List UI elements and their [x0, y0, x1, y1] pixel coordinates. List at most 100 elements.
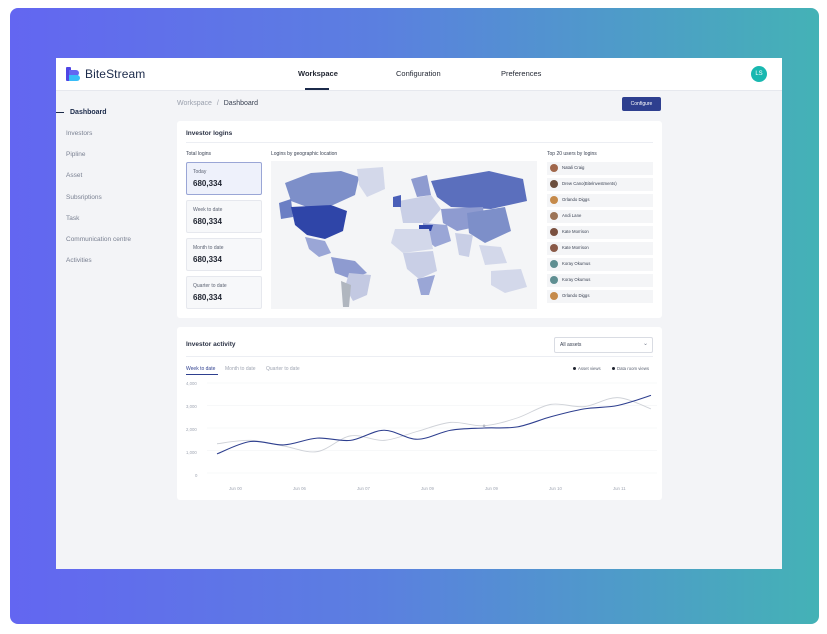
legend-label: Data room views	[617, 366, 649, 371]
avatar	[550, 260, 558, 268]
user-name: Orlando Diggs	[562, 197, 590, 202]
list-item[interactable]: Andi Lane	[547, 210, 653, 223]
list-item[interactable]: Koray Okumus	[547, 274, 653, 287]
legend-data-room-views: Data room views	[612, 366, 649, 371]
map-region-europe	[399, 195, 441, 223]
kpi-month-to-date[interactable]: Month to date 680,334	[186, 238, 262, 271]
brand-name: BiteStream	[85, 67, 146, 81]
sidebar-item-asset[interactable]: Asset	[66, 172, 83, 179]
tab-week-to-date[interactable]: Week to date	[186, 366, 216, 372]
avatar	[550, 292, 558, 300]
active-tab-indicator	[305, 88, 329, 90]
x-tick-label: Jun 10	[549, 486, 562, 491]
map-region-russia	[431, 171, 527, 209]
configure-button[interactable]: Configure	[622, 97, 661, 111]
list-item[interactable]: Orlando Diggs	[547, 194, 653, 207]
card-divider	[186, 356, 653, 357]
map-region-alaska	[279, 199, 293, 219]
user-name: Koray Okumus	[562, 261, 591, 266]
list-item[interactable]: Orlando Diggs	[547, 290, 653, 303]
breadcrumb-separator: /	[216, 100, 219, 107]
x-tick-label: Jun 06	[293, 486, 306, 491]
legend-dot	[612, 367, 615, 371]
tab-month-to-date[interactable]: Month to date	[225, 366, 256, 372]
sidebar-item-communication-centre[interactable]: Communication centre	[66, 236, 132, 243]
map-region-se-asia	[479, 245, 507, 265]
tab-quarter-to-date[interactable]: Quarter to date	[266, 366, 300, 372]
top-users-label: Top 20 users by logins	[547, 151, 597, 157]
tab-workspace[interactable]: Workspace	[298, 69, 338, 78]
y-tick-label: 3,000	[186, 404, 197, 409]
world-map[interactable]	[271, 161, 537, 309]
map-region-mexico	[305, 237, 331, 257]
total-logins-label: Total logins	[186, 151, 212, 157]
app-window: BiteStream Workspace Configuration Prefe…	[56, 58, 782, 569]
kpi-quarter-to-date[interactable]: Quarter to date 680,334	[186, 276, 262, 309]
map-region-greenland	[357, 167, 385, 197]
list-item[interactable]: Kate Morrison	[547, 242, 653, 255]
map-region-central-africa	[403, 251, 437, 279]
map-label: Logins by geographic location	[271, 151, 338, 157]
breadcrumb-root[interactable]: Workspace	[177, 100, 212, 107]
tab-preferences[interactable]: Preferences	[501, 69, 542, 78]
legend-label: Asset views	[578, 366, 601, 371]
x-tick-label: Jun 11	[613, 486, 626, 491]
avatar	[550, 196, 558, 204]
data-point-marker[interactable]	[482, 424, 486, 428]
avatar	[550, 180, 558, 188]
list-item[interactable]: Koray Okumus	[547, 258, 653, 271]
world-map-svg	[279, 167, 527, 307]
legend-dot	[573, 367, 576, 371]
x-tick-label: Jun 09	[485, 486, 498, 491]
sidebar-item-dashboard[interactable]: Dashboard	[70, 109, 107, 116]
sidebar-item-task[interactable]: Task	[66, 215, 80, 222]
sidebar-item-activities[interactable]: Activities	[66, 257, 92, 264]
user-name: Kate Morrison	[562, 245, 589, 250]
map-region-india	[455, 233, 473, 257]
map-region-north-africa	[391, 229, 433, 253]
breadcrumb-current: Dashboard	[223, 100, 258, 107]
y-tick-label: 0	[195, 473, 198, 478]
user-avatar[interactable]: LS	[751, 66, 767, 82]
kpi-value: 680,334	[193, 293, 222, 302]
investor-activity-card: Investor activity All assets ⌄ Week to d…	[177, 327, 662, 500]
avatar	[550, 164, 558, 172]
kpi-week-to-date[interactable]: Week to date 680,334	[186, 200, 262, 233]
user-name: Drew Cano(Bitelnvestments)	[562, 181, 617, 186]
kpi-label: Week to date	[193, 207, 223, 213]
series-line-data-room-views[interactable]	[216, 397, 652, 453]
brand-logo[interactable]: BiteStream	[66, 67, 145, 81]
user-name: Andi Lane	[562, 213, 582, 218]
y-tick-label: 1,000	[186, 450, 197, 455]
asset-select-value: All assets	[560, 342, 582, 348]
kpi-label: Quarter to date	[193, 283, 227, 289]
series-line-asset-views[interactable]	[216, 394, 652, 455]
sidebar-item-pipline[interactable]: Pipline	[66, 151, 86, 158]
sidebar-item-subsriptions[interactable]: Subsriptions	[66, 194, 102, 201]
kpi-today[interactable]: Today 680,334	[186, 162, 262, 195]
card-divider	[186, 142, 653, 143]
map-region-south-africa	[417, 275, 435, 295]
user-name: Kate Morrison	[562, 229, 589, 234]
tab-configuration[interactable]: Configuration	[396, 69, 441, 78]
list-item[interactable]: Natali Craig	[547, 162, 653, 175]
activity-line-chart[interactable]	[207, 379, 657, 481]
list-item[interactable]: Drew Cano(Bitelnvestments)	[547, 178, 653, 191]
active-filter-indicator	[186, 374, 218, 375]
map-region-scandinavia	[411, 175, 431, 197]
x-tick-label: Jun 00	[229, 486, 242, 491]
avatar	[550, 244, 558, 252]
asset-select[interactable]: All assets ⌄	[554, 337, 653, 353]
sidebar-item-investors[interactable]: Investors	[66, 130, 93, 137]
map-region-china	[467, 207, 511, 243]
list-item[interactable]: Kate Morrison	[547, 226, 653, 239]
sidebar-active-marker	[56, 112, 64, 113]
map-region-usa	[291, 205, 347, 239]
investor-activity-title: Investor activity	[186, 341, 236, 348]
breadcrumb: Workspace / Dashboard	[177, 100, 258, 107]
y-tick-label: 2,000	[186, 427, 197, 432]
map-region-australia	[491, 269, 527, 293]
x-tick-label: Jun 09	[421, 486, 434, 491]
avatar	[550, 276, 558, 284]
user-name: Koray Okumus	[562, 277, 591, 282]
